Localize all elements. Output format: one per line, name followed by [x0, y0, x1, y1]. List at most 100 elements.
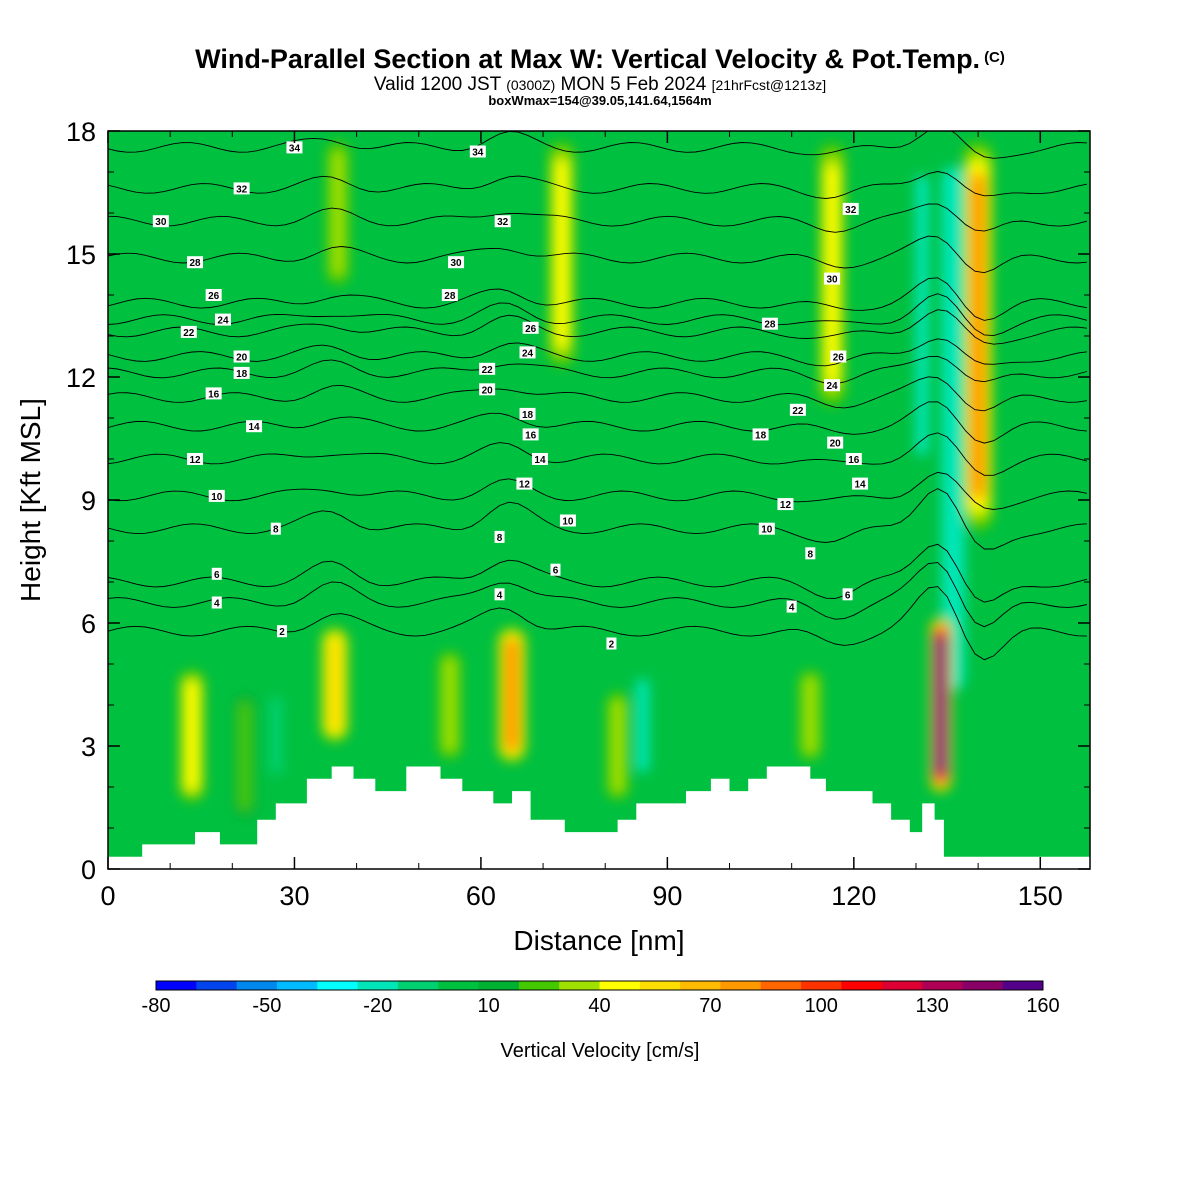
- isentrope-label-bg: [516, 477, 533, 490]
- isentrope-label-text: 18: [755, 430, 767, 441]
- isentrope-label: 4: [494, 588, 505, 601]
- x-tick-label: 60: [466, 881, 496, 911]
- isentrope-label: 2: [606, 637, 617, 651]
- downdraft-cell: [636, 678, 650, 773]
- colorbar-tick-label: 70: [699, 995, 721, 1017]
- isentrope-label: 22: [180, 325, 197, 339]
- velocity-band: [946, 202, 960, 655]
- updraft-cell: [548, 140, 576, 368]
- colorbar-tick-label: 130: [915, 995, 948, 1017]
- valid-date: MON 5 Feb 2024: [560, 74, 707, 95]
- isentrope-label-bg: [233, 182, 250, 195]
- isentrope-label-text: 20: [482, 385, 494, 396]
- isentrope-line: [108, 376, 1087, 412]
- y-tick-label: 12: [66, 363, 96, 393]
- isentrope-label-bg: [789, 403, 806, 416]
- isentrope-label-text: 34: [472, 148, 484, 159]
- colorbar-swatch: [922, 981, 963, 990]
- isentrope-label-text: 4: [214, 599, 220, 610]
- isentrope-label-bg: [494, 588, 505, 601]
- isentrope-label-text: 4: [497, 590, 503, 601]
- velocity-band: [185, 681, 199, 791]
- velocity-band: [611, 699, 625, 793]
- isentrope-label-bg: [752, 428, 769, 441]
- y-tick-label: 6: [81, 609, 96, 639]
- colorbar-swatch: [760, 981, 802, 990]
- isentrope-label-bg: [205, 289, 222, 301]
- isentrope-line: [108, 171, 1087, 199]
- colorbar-swatch: [357, 981, 399, 990]
- colorbar-swatch: [156, 981, 197, 990]
- isentrope-label-bg: [469, 145, 486, 158]
- isentrope-label-bg: [277, 625, 288, 638]
- colorbar-swatch: [881, 981, 923, 990]
- isentrope-label-bg: [786, 600, 797, 613]
- isentrope-label-text: 8: [497, 533, 503, 544]
- isentrope-label: 24: [214, 313, 231, 327]
- isentrope-label: 12: [187, 453, 204, 466]
- colorbar-tick-label: 40: [588, 995, 610, 1017]
- velocity-field: [178, 140, 993, 820]
- axes: 0 30 60 90 120 150 0 3 6 9 12 15 18: [66, 117, 1090, 911]
- isentrope-label-text: 10: [761, 525, 773, 536]
- isentrope-label-text: 28: [189, 258, 201, 269]
- chart-title: Wind-Parallel Section at Max W: Vertical…: [0, 44, 1200, 75]
- box-info: boxWmax=154@39.05,141.64,1564m: [488, 93, 712, 108]
- colorbar-tick-label: 100: [805, 995, 838, 1017]
- colorbar-swatch: [1002, 981, 1044, 990]
- isentrope-label-text: 4: [789, 603, 795, 614]
- isentrope-label-text: 10: [562, 517, 574, 528]
- isentrope-label: 10: [559, 514, 576, 528]
- isentrope-label: 34: [286, 141, 303, 154]
- y-tick-label: 3: [81, 732, 96, 762]
- isentrope-label: 24: [519, 346, 536, 359]
- colorbar-swatch: [680, 981, 721, 990]
- downdraft-cell: [915, 175, 929, 456]
- isentrope-label: 22: [479, 362, 496, 376]
- isentrope-label-text: 12: [519, 480, 531, 491]
- x-tick-label: 150: [1018, 881, 1063, 911]
- chart-subtitle: Valid 1200 JST (0300Z) MON 5 Feb 2024 [2…: [0, 74, 1200, 96]
- isentrope-line: [108, 543, 1088, 603]
- isentrope-line: [108, 586, 1087, 661]
- isentrope-label: 28: [187, 256, 204, 269]
- isentrope-label-bg: [852, 477, 869, 490]
- isentrope-line: [108, 309, 1087, 345]
- y-tick-label: 9: [81, 486, 96, 516]
- isentrope-label: 16: [205, 387, 222, 400]
- velocity-band: [269, 696, 283, 775]
- isentrope-line: [108, 338, 1087, 367]
- isentrope-label-text: 18: [236, 369, 248, 380]
- isentrope-label-text: 28: [444, 291, 456, 302]
- isentrope-label-bg: [187, 453, 204, 465]
- isentrope-label-text: 32: [497, 217, 509, 228]
- isentrope-label-bg: [531, 453, 548, 465]
- isentrope-label-bg: [233, 350, 250, 363]
- isentrope-label: 8: [494, 530, 505, 544]
- isentrope-label: 6: [550, 563, 561, 577]
- updraft-cell: [497, 626, 527, 764]
- isentrope-label: 26: [830, 350, 847, 364]
- isentrope-line: [108, 203, 1088, 233]
- x-tick-label: 90: [652, 881, 682, 911]
- colorbar-swatch: [841, 981, 883, 990]
- velocity-band: [636, 678, 650, 773]
- velocity-band: [331, 150, 345, 276]
- chart-title-text: Wind-Parallel Section at Max W: Vertical…: [195, 44, 981, 74]
- isentrope-label-text: 14: [534, 455, 546, 466]
- colorbar-frame: [155, 980, 1044, 991]
- colorbar-swatch: [559, 981, 600, 990]
- isentrope-label: 8: [805, 547, 816, 560]
- isentrope-label-bg: [494, 530, 505, 543]
- isentrope-label-bg: [522, 321, 539, 334]
- isentrope-label-text: 12: [780, 500, 792, 511]
- isentrope-label-bg: [805, 547, 816, 560]
- isentrope-label-text: 2: [609, 640, 615, 651]
- isentrope-label: 20: [827, 436, 844, 450]
- isentrope-line: [108, 401, 1087, 444]
- y-tick-label: 0: [81, 855, 96, 885]
- isentrope-label-text: 6: [214, 570, 220, 581]
- isentrope-label-text: 24: [522, 348, 534, 359]
- isentrope-label: 28: [441, 289, 458, 302]
